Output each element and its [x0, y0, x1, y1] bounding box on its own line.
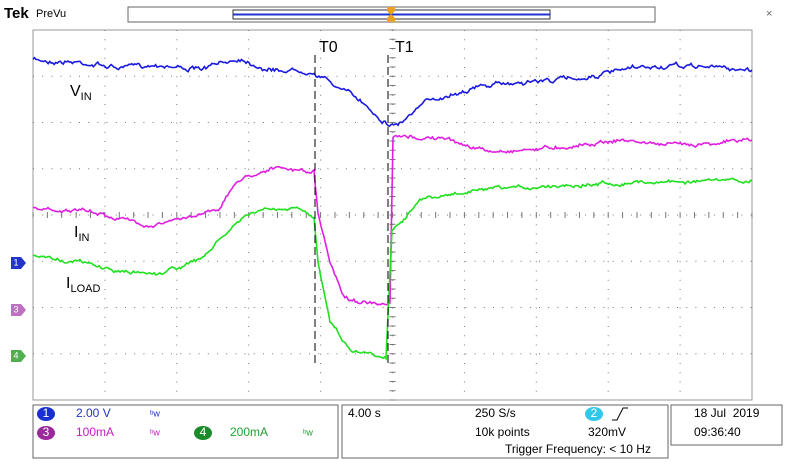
channel-scale: 100mA: [76, 425, 114, 439]
waveform: [32, 56, 753, 128]
trigger-level: 320mV: [588, 425, 626, 439]
ground-marker-label: 1: [13, 257, 18, 267]
bandwidth-icon: ᵇw: [150, 408, 160, 418]
cursor-label: T1: [395, 39, 414, 56]
waveform: [32, 177, 753, 361]
trace-label: IIN: [74, 224, 90, 244]
cursor-label: T0: [319, 39, 338, 56]
grid: [32, 29, 753, 401]
time: 09:36:40: [694, 425, 741, 439]
waveform: [32, 134, 753, 306]
channel-badge: [37, 407, 55, 421]
trace-label: ILOAD: [66, 275, 100, 295]
trigger-slope: [612, 407, 628, 421]
time-per-div: 4.00 s: [348, 406, 381, 420]
mode: PreVu: [36, 8, 66, 20]
channel-badge: [37, 426, 55, 440]
ground-marker: [11, 304, 26, 316]
trigger-channel: 2: [591, 406, 598, 420]
close-mark: ×: [766, 8, 772, 20]
channel-panel: [32, 404, 339, 459]
trigger-badge: [585, 407, 603, 421]
channel-number: 1: [43, 406, 50, 420]
ground-marker: [11, 350, 26, 362]
channel-scale: 2.00 V: [76, 406, 111, 420]
ground-marker-label: 3: [13, 304, 18, 314]
channel-scale: 200mA: [230, 425, 268, 439]
acquisition-panel: [341, 404, 669, 459]
channel-badge: [194, 426, 212, 440]
channel-number: 3: [43, 425, 50, 439]
ground-marker-label: 4: [13, 350, 18, 360]
bandwidth-icon: ᵇw: [150, 427, 160, 437]
sample-rate: 250 S/s: [475, 406, 516, 420]
bandwidth-icon: ᵇw: [303, 427, 313, 437]
channel-number: 4: [200, 425, 207, 439]
record-length: 10k points: [475, 425, 530, 439]
trace-label: VIN: [70, 83, 92, 103]
ground-marker: [11, 257, 26, 269]
waveforms: [32, 56, 753, 361]
trigger-position: [387, 7, 395, 22]
date: 18 Jul 2019: [694, 406, 760, 420]
trigger-frequency: Trigger Frequency: < 10 Hz: [505, 442, 651, 456]
date-panel: [670, 404, 783, 446]
brand: Tek: [4, 5, 29, 22]
